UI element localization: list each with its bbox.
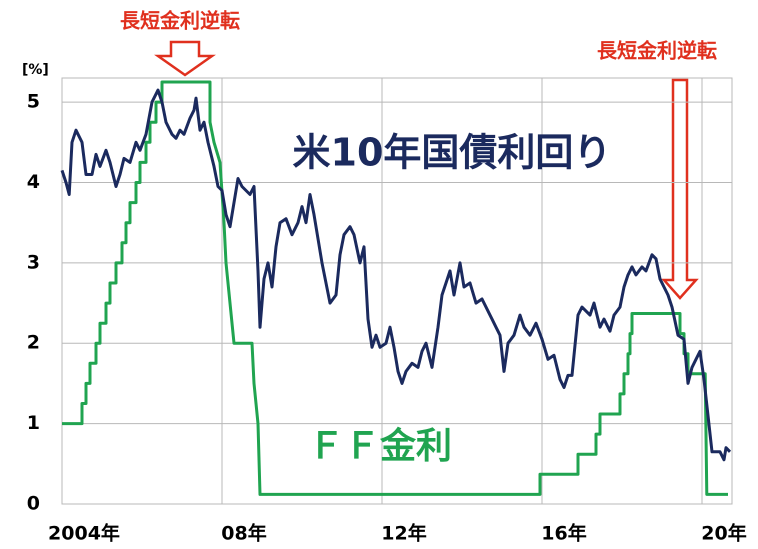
series-label: ＦＦ金利 xyxy=(308,425,452,467)
series-line xyxy=(62,80,728,496)
x-tick-label: 08年 xyxy=(221,522,266,545)
x-tick-label: 16年 xyxy=(541,522,586,545)
y-tick-label: 5 xyxy=(27,91,40,113)
y-tick-label: 1 xyxy=(27,412,40,434)
inversion-arrow xyxy=(661,78,699,300)
y-tick-label: 3 xyxy=(27,251,40,273)
series-label: 米10年国債利回り xyxy=(293,131,612,175)
annotation: 長短金利逆転 xyxy=(120,9,240,33)
inversion-arrow xyxy=(154,40,216,77)
y-tick-label: 2 xyxy=(27,332,40,354)
annotation: 長短金利逆転 xyxy=(597,39,717,63)
series-line xyxy=(60,88,732,462)
x-tick-label: 12年 xyxy=(381,522,426,545)
grid xyxy=(61,77,733,505)
x-tick-label: 20年 xyxy=(701,522,746,545)
y-axis-label: [%] xyxy=(22,62,49,78)
y-tick-label: 0 xyxy=(27,493,40,515)
x-tick-label: 2004年 xyxy=(48,522,120,545)
y-tick-label: 4 xyxy=(27,171,40,193)
